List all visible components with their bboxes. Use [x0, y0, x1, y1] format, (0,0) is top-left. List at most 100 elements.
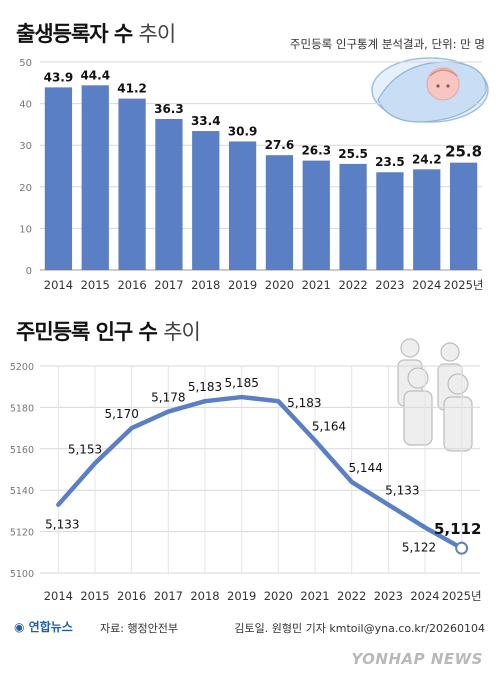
bar-chart-y-ticks: 0 10 20 30 40 50	[19, 58, 32, 277]
bar-chart-title: 출생등록자 수 추이	[16, 18, 177, 48]
yonhap-logo: ◉ 연합뉴스	[14, 618, 73, 635]
line-y-tick-label: 5140	[10, 486, 34, 497]
bar	[376, 172, 404, 270]
data-point	[424, 526, 426, 529]
bar-x-tick-label: 2021	[302, 278, 331, 292]
line-x-tick-label: 2014	[44, 589, 73, 603]
bar	[44, 87, 73, 270]
bar-y-tick-label: 40	[19, 100, 32, 111]
bar-y-tick-label: 20	[19, 183, 32, 194]
bar-value-label: 44.4	[80, 68, 110, 82]
bar-y-tick-label: 30	[19, 141, 32, 152]
bar-x-tick-label: 2017	[154, 278, 183, 292]
bar-x-tick-label: 2018	[191, 278, 220, 292]
bar-chart-title-light: 추이	[138, 22, 177, 46]
bar	[118, 98, 146, 270]
line-value-label: 5,144	[348, 461, 382, 475]
line-chart-title-light: 추이	[163, 320, 201, 344]
bar-chart-x-ticks: 2014 2015 2016 2017 2018 2019 2020 2021 2022 2023…	[44, 278, 484, 292]
people-illustration	[397, 338, 473, 452]
bar	[413, 169, 441, 270]
line-x-tick-label: 2018	[190, 589, 219, 603]
data-point	[130, 427, 133, 430]
data-point	[240, 396, 243, 399]
bar-value-label: 23.5	[375, 155, 405, 169]
line-y-tick-label: 5100	[10, 569, 34, 580]
source-note: 자료: 행정안전부	[100, 622, 179, 635]
bar-value-label: 27.6	[265, 138, 295, 152]
line-value-label: 5,185	[224, 376, 258, 390]
line-value-label: 5,170	[104, 407, 138, 421]
bar-chart-value-labels: 43.9 44.4 41.2 36.3 33.4 30.9 27.6 26.3 25.5 23.5…	[44, 68, 482, 169]
data-point	[167, 410, 170, 413]
line-x-tick-label: 2021	[300, 589, 329, 603]
line-value-label: 5,112	[434, 520, 481, 538]
bar	[339, 163, 367, 270]
bar	[228, 141, 257, 270]
bar-x-tick-label: 2015	[81, 278, 110, 292]
line-y-tick-label: 5160	[10, 445, 34, 456]
bar-value-label: 26.3	[301, 144, 331, 158]
bar	[449, 162, 478, 270]
line-chart-grid	[40, 365, 480, 574]
bar-value-label: 33.4	[191, 114, 221, 128]
data-point	[204, 400, 206, 403]
line-value-label: 5,122	[402, 540, 436, 554]
bar	[81, 85, 109, 271]
line-value-label: 5,183	[287, 396, 321, 410]
bar-y-tick-label: 10	[19, 224, 32, 235]
line-value-label: 5,164	[312, 420, 346, 434]
bar-value-label: 43.9	[44, 70, 74, 84]
line-value-label: 5,178	[151, 391, 185, 405]
line-x-tick-label: 2019	[227, 589, 256, 603]
line-x-tick-label: 2016	[117, 589, 146, 603]
baby-illustration	[371, 57, 489, 123]
bar-x-tick-label: 2014	[44, 278, 73, 292]
data-point	[94, 462, 96, 465]
bar	[192, 131, 220, 270]
bar	[302, 160, 330, 270]
bar-value-label: 41.2	[117, 82, 147, 96]
bar-value-label: 24.2	[412, 152, 442, 166]
credit-note: 김토일. 원형민 기자 kmtoil@yna.co.kr/20260104	[234, 622, 485, 635]
line-value-label: 5,133	[385, 484, 419, 498]
bar-x-tick-label: 2020	[265, 278, 294, 292]
data-point	[387, 503, 390, 506]
bar-value-label: 25.5	[338, 147, 368, 161]
bar-x-tick-label: 2023	[375, 278, 404, 292]
unit-note: 주민등록 인구통계 분석결과, 단위: 만 명	[289, 37, 485, 51]
line-x-tick-label: 2017	[154, 589, 183, 603]
bar-x-tick-label: 2022	[338, 278, 367, 292]
bar-y-tick-label: 50	[19, 58, 32, 69]
data-point-highlight	[455, 541, 469, 555]
logo-globe-icon: ◉	[14, 620, 25, 634]
data-point	[277, 400, 280, 403]
line-x-tick-label: 2023	[374, 589, 403, 603]
logo-text: 연합뉴스	[28, 620, 73, 634]
line-value-label: 5,153	[68, 442, 102, 456]
bar-value-label: 36.3	[154, 102, 184, 116]
line-x-tick-label: 2022	[337, 589, 366, 603]
bar-x-tick-label: 2024	[412, 278, 441, 292]
line-y-tick-label: 5120	[10, 528, 34, 539]
line-value-label: 5,183	[188, 380, 222, 394]
line-chart-title-bold: 주민등록 인구 수	[16, 320, 158, 344]
line-x-tick-label: 2024	[410, 589, 439, 603]
data-point	[350, 480, 353, 483]
bar-chart-bars	[44, 85, 478, 271]
bar-value-label: 25.8	[445, 143, 482, 161]
line-value-label: 5,133	[45, 518, 79, 532]
data-point	[57, 503, 60, 506]
line-chart-series	[56, 394, 469, 555]
line-chart-x-ticks: 2014 2015 2016 2017 2018 2019 2020 2021 2022 2023…	[44, 589, 482, 603]
bar-x-tick-label: 2019	[228, 278, 257, 292]
series-line	[56, 394, 464, 551]
bar-value-label: 30.9	[228, 124, 258, 138]
bar-chart-title-bold: 출생등록자 수	[16, 22, 133, 46]
line-chart-y-ticks: 5100 5120 5140 5160 5180 5200	[10, 362, 34, 580]
bar-x-tick-label: 2025년	[444, 278, 484, 292]
data-point	[314, 439, 316, 442]
